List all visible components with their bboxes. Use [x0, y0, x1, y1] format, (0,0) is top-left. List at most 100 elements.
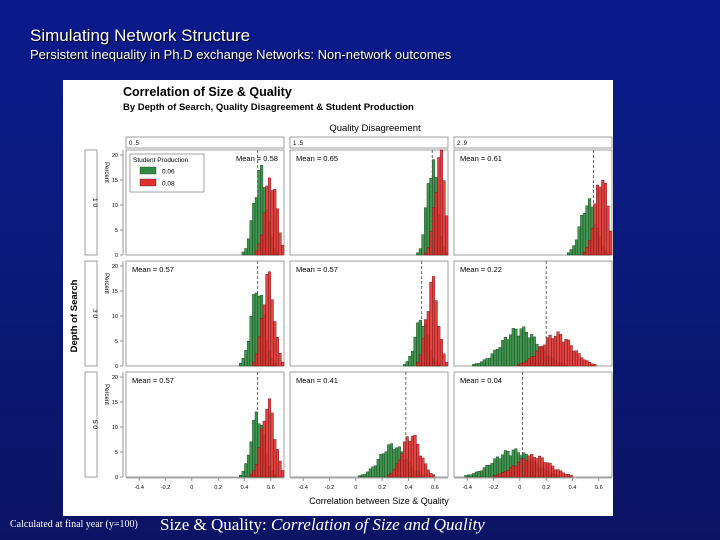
histogram-bar-red [585, 247, 589, 256]
histogram-bar-green [363, 473, 367, 478]
y-tick-label: 5 [115, 450, 118, 456]
histogram-bar-green [374, 465, 378, 478]
chart-subtitle: By Depth of Search, Quality Disagreement… [123, 102, 414, 113]
x-axis-label: Correlation between Size & Quality [309, 496, 449, 506]
histogram-bar-red [572, 350, 576, 367]
x-tick-label: -0.4 [462, 485, 471, 491]
x-tick-label: 0.4 [405, 485, 413, 491]
histogram-bar-red [561, 472, 565, 478]
row-strip [84, 149, 98, 256]
y-tick-label: 15 [112, 400, 118, 406]
y-axis-label: Percent [103, 162, 109, 183]
histogram-bar-green [366, 471, 370, 478]
histogram-bar-red [582, 252, 586, 256]
histogram-bar-red [281, 361, 285, 367]
histogram-bar-red [603, 182, 607, 256]
x-tick-label: 0.4 [569, 485, 577, 491]
histogram-bar-red [392, 468, 396, 478]
histogram-bar-green [485, 465, 489, 478]
histogram-bar-red [445, 361, 449, 367]
histogram-bar-green [480, 470, 484, 478]
slide-subtitle: Persistent inequality in Ph.D exchange N… [30, 47, 452, 62]
slide-title: Simulating Network Structure [30, 26, 251, 45]
histogram-bar-red [511, 465, 515, 478]
histogram-bar-red [574, 350, 578, 367]
row-strip-label: 3 0 [91, 309, 98, 318]
column-strip-label: 2 .9 [457, 141, 468, 147]
histogram-bar-red [270, 412, 274, 478]
histogram-bar-green [480, 361, 484, 367]
histogram-bar-green [416, 322, 420, 367]
histogram-bar-red [548, 462, 552, 478]
histogram-bar-green [252, 202, 256, 256]
histogram-bar-red [506, 470, 510, 478]
histogram-bar-red [598, 186, 602, 256]
y-tick-label: 15 [112, 289, 118, 295]
x-tick-label: 0.6 [431, 485, 439, 491]
y-tick-label: 10 [112, 203, 118, 209]
histogram-bar-red [437, 326, 441, 367]
histogram-bar-red [543, 462, 547, 478]
histogram-bar-red [535, 458, 539, 478]
histogram-bar-red [265, 274, 269, 367]
histogram-bar-green [241, 251, 245, 256]
histogram-bar-red [389, 473, 393, 478]
x-tick-label: 0 [518, 485, 521, 491]
legend-entry-label: 0.08 [162, 181, 175, 188]
row-strip [84, 371, 98, 478]
x-tick-label: 0.2 [542, 485, 550, 491]
histogram-bar-red [538, 346, 542, 367]
x-tick-label: 0.2 [214, 485, 222, 491]
x-tick-label: 0.2 [378, 485, 386, 491]
histogram-bar-red [519, 363, 523, 367]
histogram-bar-red [424, 319, 428, 367]
histogram-bar-red [530, 454, 534, 478]
histogram-bar-red [397, 459, 401, 478]
histogram-bar-green [490, 353, 494, 367]
histogram-bar-red [395, 463, 399, 478]
caption-text: Correlation of Size and Quality [270, 515, 485, 534]
histogram-bar-red [418, 455, 422, 478]
histogram-bar-red [593, 364, 597, 367]
histogram-bar-green [472, 473, 476, 478]
footnote: Calculated at final year (y=100) [10, 519, 138, 530]
histogram-bar-green [424, 207, 428, 256]
side-axis-label: Depth of Search [69, 279, 80, 352]
histogram-bar-red [278, 353, 282, 367]
histogram-bar-red [532, 356, 536, 367]
histogram-bar-green [493, 349, 497, 367]
histogram-bar-red [273, 321, 277, 367]
mean-label: Mean = 0.61 [460, 154, 502, 163]
histogram-bar-green [249, 316, 253, 367]
histogram-bar-green [246, 238, 250, 256]
y-tick-label: 0 [115, 253, 118, 259]
histogram-bar-red [254, 464, 258, 478]
mean-label: Mean = 0.04 [460, 376, 502, 385]
histogram-bar-red [527, 358, 531, 367]
histogram-bar-green [490, 463, 494, 478]
histogram-bar-red [262, 420, 266, 478]
histogram-bar-green [381, 453, 385, 478]
histogram-bar-red [429, 473, 433, 478]
histogram-bar-red [265, 408, 269, 478]
y-axis-label: Percent [103, 273, 109, 294]
legend-entry-label: 0.06 [162, 169, 175, 176]
histogram-bar-red [275, 449, 279, 478]
histogram-bar-green [567, 252, 571, 256]
histogram-bar-green [239, 363, 243, 367]
histogram-bar-red [590, 363, 594, 367]
histogram-bar-red [442, 353, 446, 367]
histogram-bar-red [585, 360, 589, 367]
legend-swatch [139, 166, 157, 175]
histogram-bar-red [416, 362, 420, 367]
histogram-bar-red [267, 398, 272, 478]
histogram-bar-red [252, 362, 256, 367]
histogram-bar-red [442, 180, 446, 256]
histogram-bar-green [474, 471, 478, 478]
histogram-bar-green [495, 349, 499, 367]
histogram-bar-green [501, 340, 505, 367]
histogram-bar-red [260, 428, 264, 478]
x-tick-label: -0.2 [325, 485, 334, 491]
histogram-bar-red [249, 474, 253, 478]
histogram-bar-red [424, 252, 428, 256]
